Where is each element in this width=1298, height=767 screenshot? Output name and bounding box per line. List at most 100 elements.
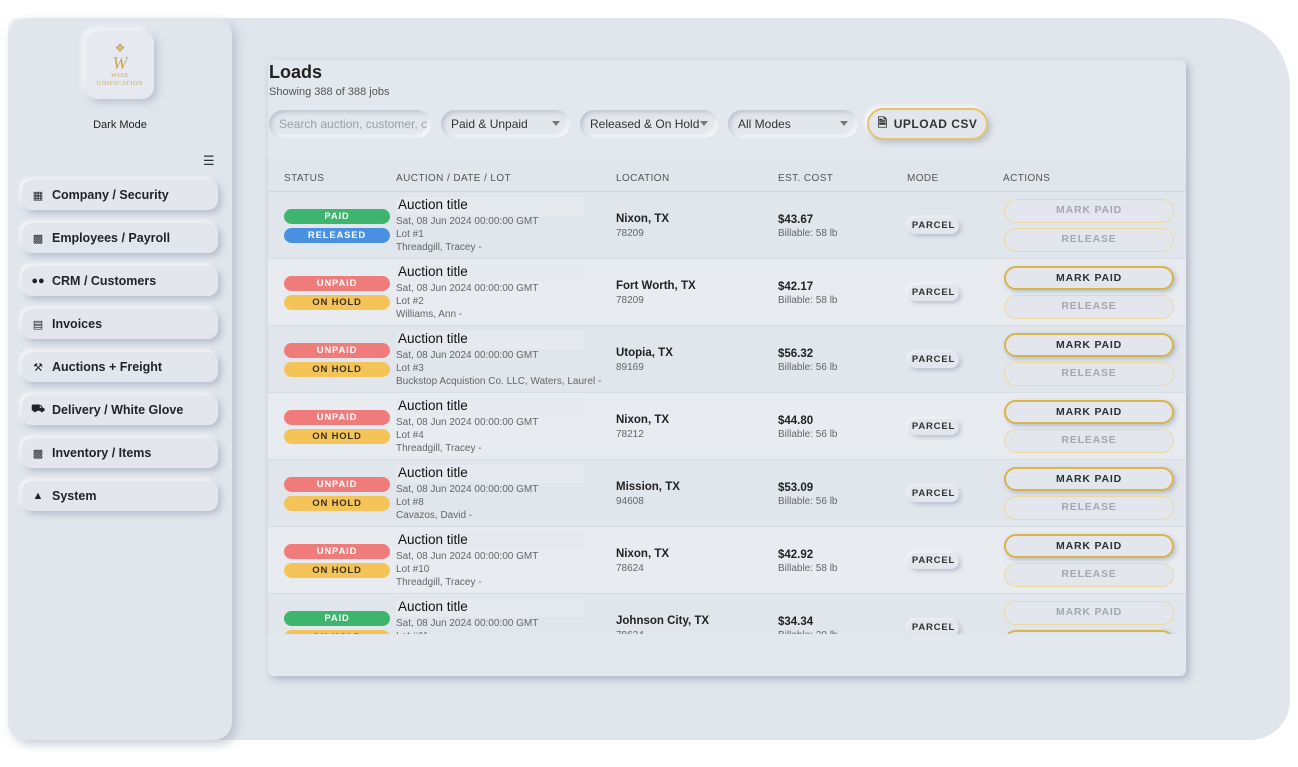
release-button[interactable]: RELEASE (1004, 362, 1174, 386)
sidebar-item-employees-payroll[interactable]: ▩ Employees / Payroll (22, 223, 218, 253)
mark-paid-button[interactable]: MARK PAID (1004, 534, 1174, 558)
table-row[interactable]: UNPAID ON HOLD Auction title Sat, 08 Jun 20… (268, 259, 1186, 326)
table-row[interactable]: UNPAID ON HOLD Auction title Sat, 08 Jun 20… (268, 326, 1186, 393)
location-city: Mission, TX (616, 481, 680, 493)
release-button[interactable]: RELEASE (1004, 295, 1174, 319)
location-city: Nixon, TX (616, 548, 670, 560)
table-row[interactable]: UNPAID ON HOLD Auction title Sat, 08 Jun 20… (268, 527, 1186, 594)
customer-name: Threadgill, Tracey - (396, 577, 482, 588)
sidebar-item-system[interactable]: ▲ System (22, 481, 218, 511)
location-city: Utopia, TX (616, 347, 673, 359)
release-filter-value: Released & On Hold (590, 117, 700, 131)
customer-name: Threadgill, Tracey - (396, 443, 482, 454)
sidebar-item-auctions-freight[interactable]: ⚒ Auctions + Freight (22, 352, 218, 382)
sidebar-item-company-security[interactable]: ▦ Company / Security (22, 180, 218, 210)
company-logo[interactable]: ❖ W WISE UNIFICATION (86, 31, 154, 99)
location-zip: 78624 (616, 563, 644, 574)
auction-title[interactable]: Auction title (396, 197, 584, 215)
payment-status-badge: PAID (284, 611, 390, 626)
estimated-cost: $53.09 (778, 482, 814, 494)
estimated-cost: $34.34 (778, 616, 814, 628)
auction-title[interactable]: Auction title (396, 532, 584, 550)
release-status-badge: RELEASED (284, 228, 390, 243)
auction-title[interactable]: Auction title (396, 398, 584, 416)
release-button[interactable]: RELEASE (1004, 496, 1174, 520)
sidebar-item-crm-customers[interactable]: ●● CRM / Customers (22, 266, 218, 296)
sidebar-item-label: Employees / Payroll (52, 231, 171, 245)
mark-paid-button[interactable]: MARK PAID (1004, 266, 1174, 290)
location-city: Nixon, TX (616, 414, 670, 426)
mode-filter-select[interactable]: All Modes (728, 110, 858, 138)
search-input[interactable]: Search auction, customer, c (269, 110, 431, 138)
release-status-badge: ON HOLD (284, 295, 390, 310)
auction-date: Sat, 08 Jun 2024 00:00:00 GMT (396, 484, 539, 495)
location-city: Fort Worth, TX (616, 280, 696, 292)
sidebar: ❖ W WISE UNIFICATION Dark Mode ☰ ▦ Compa… (8, 18, 232, 740)
hamburger-icon[interactable]: ☰ (203, 153, 215, 168)
location-city: Johnson City, TX (616, 615, 710, 627)
col-est-cost: EST. COST (778, 173, 834, 184)
auction-date: Sat, 08 Jun 2024 00:00:00 GMT (396, 283, 539, 294)
table-row[interactable]: PAID RELEASED Auction title Sat, 08 Jun 202… (268, 192, 1186, 259)
id-card-icon: ▩ (32, 232, 44, 245)
location-zip: 78212 (616, 429, 644, 440)
results-count: Showing 388 of 388 jobs (269, 86, 390, 98)
building-icon: ▦ (32, 189, 44, 202)
release-button[interactable]: RELEASE (1004, 630, 1174, 634)
dark-mode-toggle[interactable]: Dark Mode (93, 119, 147, 131)
mode-badge: PARCEL (908, 352, 959, 368)
chevron-down-icon (700, 121, 708, 126)
payment-status-badge: UNPAID (284, 477, 390, 492)
sidebar-item-delivery-white-glove[interactable]: ⛟ Delivery / White Glove (22, 395, 218, 425)
release-button[interactable]: RELEASE (1004, 228, 1174, 252)
release-button[interactable]: RELEASE (1004, 429, 1174, 453)
auction-date: Sat, 08 Jun 2024 00:00:00 GMT (396, 350, 539, 361)
sidebar-item-label: CRM / Customers (52, 274, 157, 288)
gavel-icon: ⚒ (33, 361, 43, 374)
billable-weight: Billable: 56 lb (778, 429, 838, 440)
table-row[interactable]: UNPAID ON HOLD Auction title Sat, 08 Jun 20… (268, 460, 1186, 527)
col-actions: ACTIONS (1003, 173, 1051, 184)
mode-badge: PARCEL (908, 486, 959, 502)
mark-paid-button[interactable]: MARK PAID (1004, 333, 1174, 357)
mode-badge: PARCEL (908, 620, 959, 634)
payment-filter-value: Paid & Unpaid (451, 117, 528, 131)
payment-filter-select[interactable]: Paid & Unpaid (441, 110, 570, 138)
release-status-badge: ON HOLD (284, 496, 390, 511)
col-auction: AUCTION / DATE / LOT (396, 173, 512, 184)
mark-paid-button[interactable]: MARK PAID (1004, 601, 1174, 625)
sidebar-item-label: Auctions + Freight (52, 360, 163, 374)
release-filter-select[interactable]: Released & On Hold (580, 110, 718, 138)
billable-weight: Billable: 56 lb (778, 496, 838, 507)
release-button[interactable]: RELEASE (1004, 563, 1174, 587)
mode-filter-value: All Modes (738, 117, 791, 131)
estimated-cost: $43.67 (778, 214, 814, 226)
sidebar-item-label: Inventory / Items (52, 446, 152, 460)
auction-title[interactable]: Auction title (396, 599, 584, 617)
billable-weight: Billable: 58 lb (778, 295, 838, 306)
billable-weight: Billable: 58 lb (778, 228, 838, 239)
mark-paid-button[interactable]: MARK PAID (1004, 199, 1174, 223)
payment-status-badge: UNPAID (284, 343, 390, 358)
sidebar-item-invoices[interactable]: ▤ Invoices (22, 309, 218, 339)
mark-paid-button[interactable]: MARK PAID (1004, 400, 1174, 424)
location-zip: 78209 (616, 228, 644, 239)
mark-paid-button[interactable]: MARK PAID (1004, 467, 1174, 491)
estimated-cost: $42.17 (778, 281, 814, 293)
upload-csv-button[interactable]: 🗎 UPLOAD CSV (867, 108, 988, 140)
table-header: STATUS AUCTION / DATE / LOT LOCATION EST… (268, 158, 1186, 192)
estimated-cost: $56.32 (778, 348, 814, 360)
table-row[interactable]: UNPAID ON HOLD Auction title Sat, 08 Jun 20… (268, 393, 1186, 460)
auction-date: Sat, 08 Jun 2024 00:00:00 GMT (396, 216, 539, 227)
auction-title[interactable]: Auction title (396, 465, 584, 483)
release-status-badge: ON HOLD (284, 563, 390, 578)
auction-title[interactable]: Auction title (396, 331, 584, 349)
billable-weight: Billable: 30 lb (778, 630, 837, 634)
boxes-icon: ▩ (32, 447, 44, 460)
auction-title[interactable]: Auction title (396, 264, 584, 282)
logo-monogram: W (112, 53, 128, 73)
payment-status-badge: UNPAID (284, 276, 390, 291)
payment-status-badge: PAID (284, 209, 390, 224)
sidebar-item-inventory-items[interactable]: ▩ Inventory / Items (22, 438, 218, 468)
